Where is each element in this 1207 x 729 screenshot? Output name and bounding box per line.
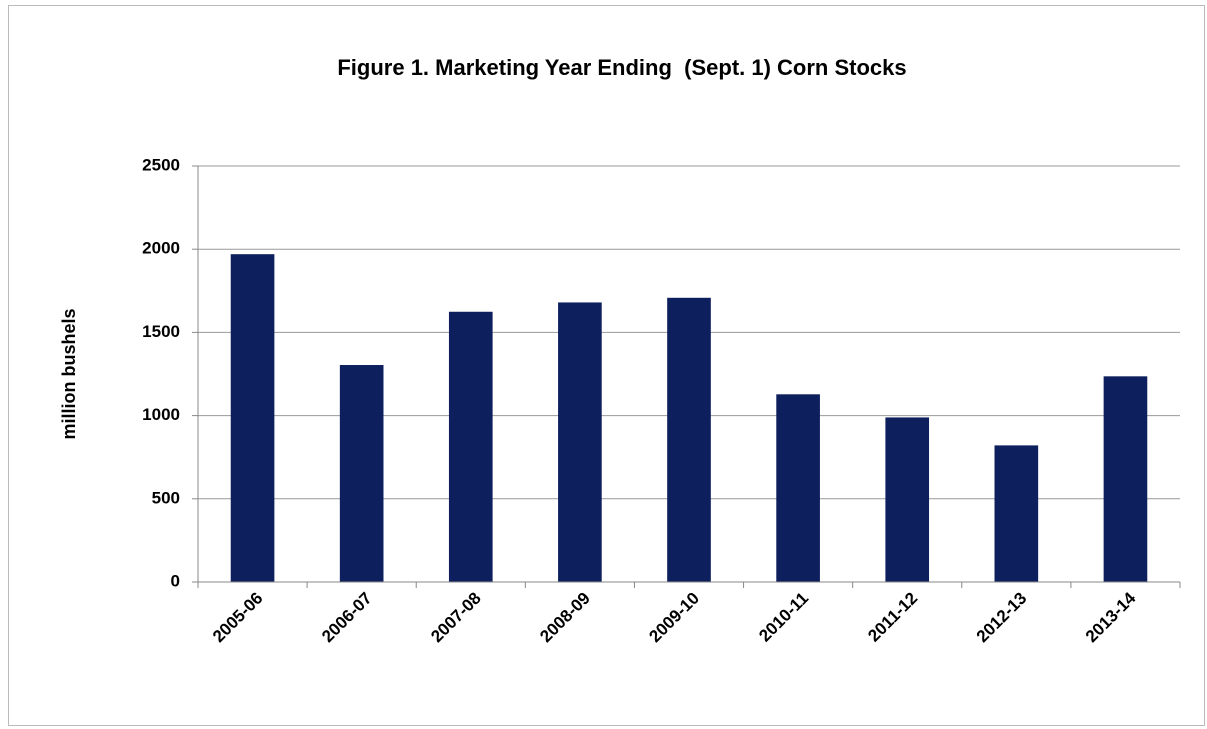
bar	[994, 445, 1039, 582]
y-axis-label: million bushels	[59, 308, 79, 439]
x-tick-label: 2011-12	[864, 589, 921, 646]
bar	[776, 394, 820, 582]
x-tick-label: 2009-10	[645, 589, 703, 647]
chart-title: Figure 1. Marketing Year Ending (Sept. 1…	[337, 55, 906, 80]
bar	[1103, 376, 1148, 582]
bar	[339, 365, 384, 582]
x-tick-label: 2007-08	[427, 589, 485, 647]
x-tick-label: 2013-14	[1082, 588, 1140, 646]
bar	[558, 302, 602, 582]
bar	[667, 297, 711, 582]
x-tick-label: 2005-06	[209, 589, 267, 647]
x-tick-label: 2012-13	[973, 589, 1031, 647]
x-tick-label: 2008-09	[536, 589, 594, 647]
y-tick-label: 2500	[142, 155, 180, 174]
x-tick-label: 2010-11	[755, 589, 812, 646]
bar	[885, 417, 930, 582]
bar	[448, 311, 493, 582]
y-tick-label: 500	[152, 488, 180, 507]
y-tick-label: 1000	[142, 405, 180, 424]
bar	[230, 254, 275, 582]
y-tick-label: 2000	[142, 239, 180, 258]
x-tick-label: 2006-07	[318, 589, 376, 647]
y-tick-label: 1500	[142, 322, 180, 341]
y-tick-label: 0	[171, 571, 180, 590]
chart-border	[8, 5, 1205, 726]
